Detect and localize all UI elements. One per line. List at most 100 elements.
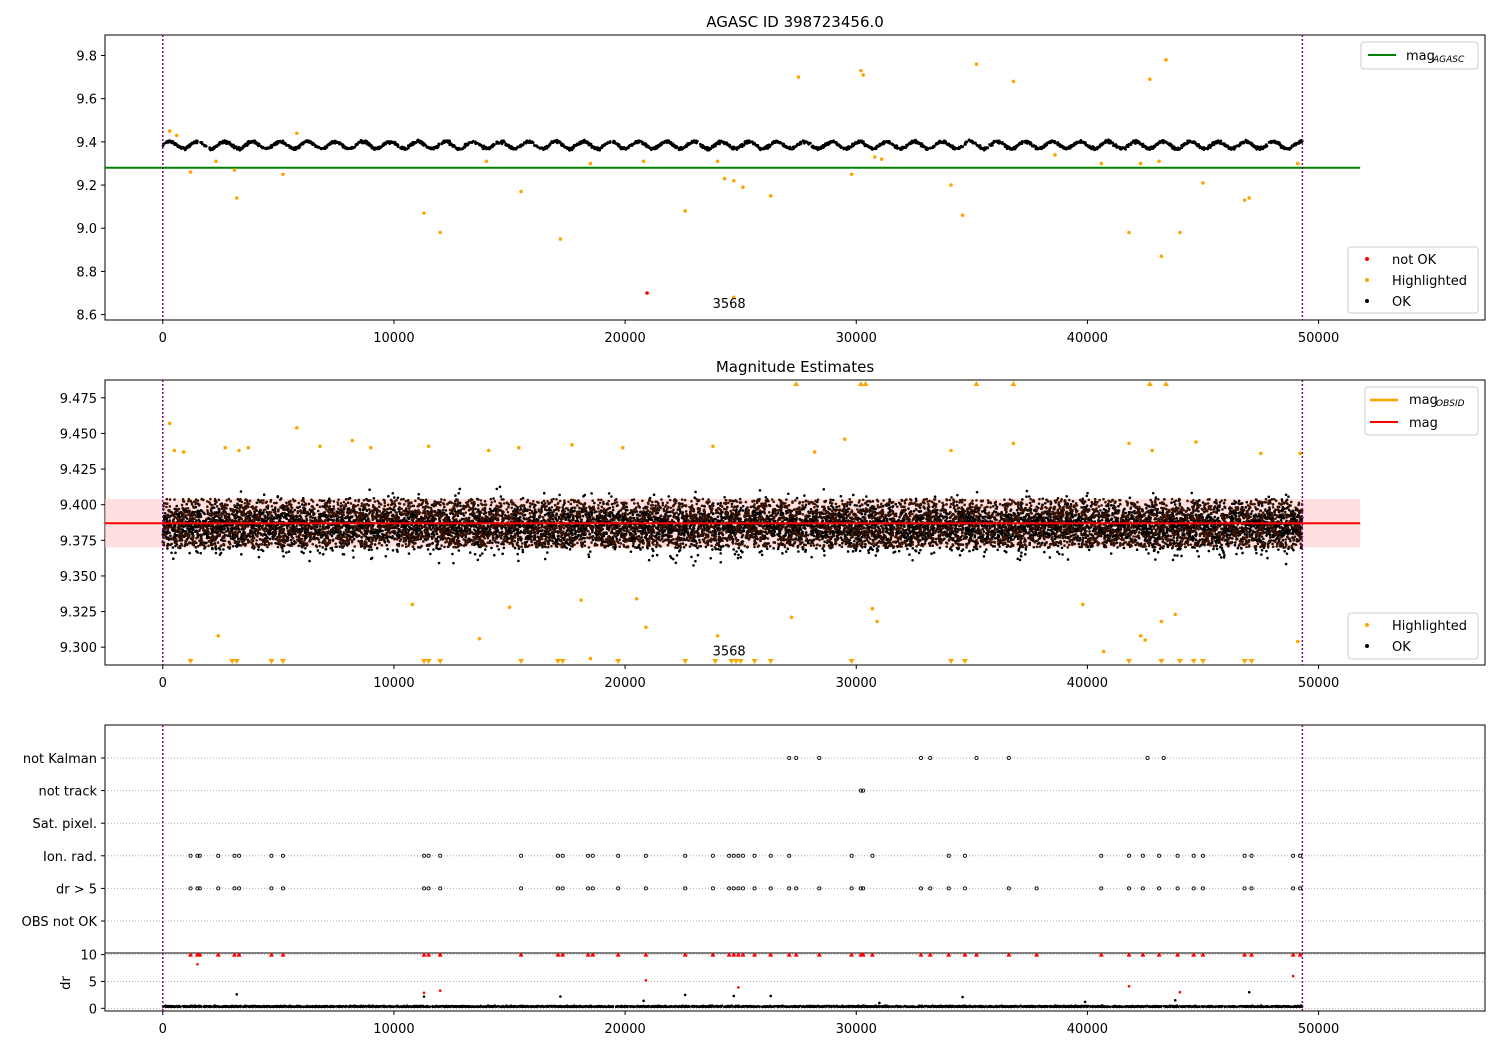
ok-point — [700, 144, 704, 148]
ok-point — [778, 141, 782, 145]
ok-point — [983, 550, 987, 554]
ok-point — [1150, 528, 1154, 532]
ok-point — [1171, 146, 1174, 149]
ok-point — [1234, 541, 1237, 544]
ok-point — [1045, 141, 1049, 145]
ok-point — [307, 502, 311, 506]
highlighted-point — [438, 230, 442, 235]
ok-point — [1218, 141, 1222, 145]
ok-point — [752, 141, 756, 145]
ok-point — [366, 141, 369, 145]
ok-point — [1050, 139, 1054, 143]
ok-point — [893, 144, 897, 148]
ok-point — [1196, 549, 1199, 553]
ok-point — [593, 501, 596, 505]
ok-point — [629, 550, 633, 553]
ok-point — [394, 142, 398, 145]
ok-point — [871, 147, 875, 151]
ok-point — [776, 547, 780, 551]
highlighted-point — [641, 159, 646, 164]
ok-point — [301, 141, 305, 145]
ok-point — [1288, 146, 1292, 150]
ok-point — [771, 140, 775, 144]
highlighted-point — [1099, 161, 1104, 166]
ok-point — [391, 549, 395, 552]
ok-point — [758, 489, 762, 492]
figure-title: AGASC ID 398723456.0 — [706, 13, 884, 31]
ok-point — [1128, 143, 1132, 146]
ok-point — [490, 145, 494, 149]
ok-point — [349, 146, 353, 150]
ok-point — [320, 147, 323, 151]
ok-point — [1139, 142, 1142, 146]
ok-point — [681, 542, 685, 545]
ok-point — [344, 497, 348, 501]
ok-point — [163, 511, 167, 515]
ok-point — [282, 142, 286, 146]
ok-point — [203, 144, 207, 148]
ok-point — [587, 142, 590, 145]
ok-point — [985, 146, 988, 149]
ok-point — [647, 558, 651, 562]
highlighted-point — [722, 176, 727, 181]
ok-point — [935, 142, 939, 146]
x-tick-label: 20000 — [604, 331, 645, 346]
ok-point — [1180, 144, 1184, 148]
legend-label: Highlighted — [1392, 274, 1467, 289]
ok-point — [760, 147, 764, 151]
ok-point — [931, 145, 935, 148]
legend-label-mag-agasc: mag — [1406, 49, 1435, 64]
ok-point — [506, 144, 510, 148]
ok-point — [387, 494, 390, 498]
ok-point — [1199, 145, 1203, 149]
ok-point — [528, 505, 532, 508]
ok-point — [1078, 141, 1082, 144]
ok-point — [497, 142, 501, 145]
ok-point — [714, 142, 718, 145]
ok-point — [558, 140, 561, 144]
highlighted-point — [1138, 161, 1143, 166]
ok-point — [331, 141, 334, 145]
highlighted-point — [849, 172, 854, 177]
ok-point — [1206, 146, 1210, 150]
ok-point — [1260, 548, 1264, 552]
ok-point — [470, 140, 474, 144]
ok-point — [445, 140, 449, 144]
ok-point — [776, 140, 779, 144]
ok-point — [728, 143, 731, 147]
ok-point — [1089, 505, 1093, 508]
ok-point — [909, 141, 913, 144]
ok-point — [212, 146, 216, 150]
ok-point — [740, 145, 744, 148]
ok-point — [804, 503, 808, 507]
ok-point — [1134, 139, 1138, 143]
ok-point — [722, 141, 726, 145]
ok-point — [1213, 515, 1217, 519]
ok-point — [607, 492, 611, 495]
ok-point — [967, 138, 971, 142]
legend-label: OK — [1392, 295, 1411, 310]
ok-point — [1278, 143, 1282, 147]
ok-point — [174, 142, 178, 146]
highlighted-point — [1242, 198, 1247, 202]
ok-point — [1298, 140, 1302, 144]
ok-point — [195, 141, 199, 145]
ok-point — [476, 558, 480, 562]
ok-point — [356, 142, 360, 145]
ok-point — [330, 546, 334, 550]
ok-point — [792, 147, 795, 150]
ok-point — [1245, 139, 1248, 143]
ok-point — [249, 139, 253, 143]
ok-point — [733, 552, 737, 556]
y-tick-label: 8.8 — [76, 265, 97, 280]
y-tick-label: 9.4 — [76, 136, 97, 151]
highlighted-point — [861, 73, 865, 77]
ok-point — [186, 146, 189, 149]
ok-point — [711, 145, 715, 149]
ok-point — [287, 144, 291, 147]
ok-point — [1259, 145, 1263, 149]
ok-point — [315, 503, 319, 507]
ok-point — [514, 147, 518, 150]
ok-point — [1058, 143, 1062, 146]
